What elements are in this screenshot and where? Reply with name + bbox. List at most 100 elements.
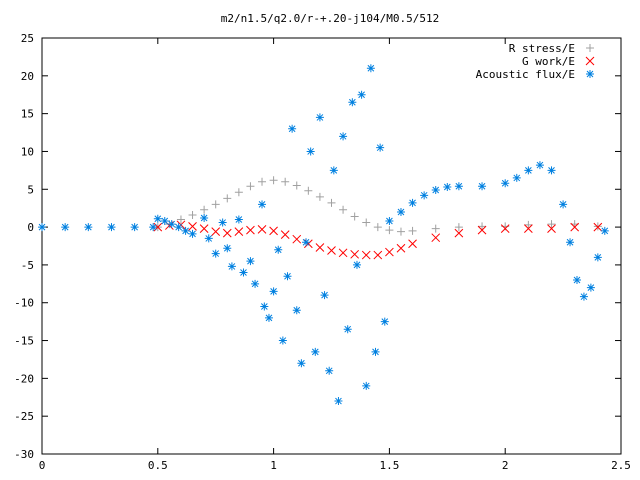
data-point [107, 223, 116, 232]
data-point [292, 234, 302, 244]
legend-marker [585, 56, 595, 66]
data-point [315, 113, 324, 122]
data-point [547, 220, 556, 229]
legend-marker [586, 44, 594, 52]
data-point [160, 217, 169, 226]
data-point [218, 218, 227, 227]
data-point [338, 248, 348, 258]
x-tick-label: 2 [502, 459, 509, 472]
data-point [188, 210, 197, 219]
legend-marker [586, 70, 594, 78]
y-tick-label: 5 [27, 183, 34, 196]
data-point [315, 192, 324, 201]
series-0 [153, 176, 602, 236]
y-tick-label: -30 [14, 448, 34, 461]
data-point [292, 306, 301, 315]
legend-label: Acoustic flux/E [476, 68, 575, 81]
data-point [524, 166, 533, 175]
data-point [246, 182, 255, 191]
data-point [211, 249, 220, 258]
y-tick-label: 10 [21, 145, 34, 158]
data-point [174, 223, 183, 232]
data-point [199, 224, 209, 233]
data-point [234, 188, 243, 197]
data-point [283, 272, 292, 281]
data-point [222, 228, 232, 238]
data-point [302, 238, 311, 247]
data-point [325, 366, 334, 375]
data-point [547, 166, 556, 175]
data-point [38, 223, 46, 232]
data-point [500, 224, 510, 233]
data-marks [38, 64, 609, 406]
data-point [153, 214, 162, 223]
data-point [380, 317, 389, 326]
data-point [200, 214, 209, 223]
data-point [512, 173, 521, 182]
data-point [260, 302, 269, 311]
y-tick-label: -5 [21, 259, 34, 272]
data-point [278, 336, 287, 345]
data-point [572, 276, 581, 285]
data-point [211, 200, 220, 209]
x-tick-label: 0.5 [148, 459, 168, 472]
data-point [211, 227, 221, 236]
data-point [361, 250, 371, 260]
data-point [579, 292, 588, 301]
data-point [408, 198, 417, 207]
data-point [570, 222, 580, 232]
data-point [586, 283, 595, 292]
data-point [339, 132, 348, 141]
data-point [327, 198, 336, 207]
data-point [373, 223, 382, 232]
data-point [264, 313, 273, 322]
x-tick-label: 0 [39, 459, 46, 472]
data-point [478, 182, 487, 191]
plot-area: 0 0.5 1 1.5 2 2.5 25 20 15 10 5 0 -5 -10 -15 -20 -25 -30 [14, 32, 631, 472]
y-tick-label: -20 [14, 372, 34, 385]
data-point [420, 191, 429, 200]
data-point [234, 215, 243, 224]
data-point [297, 359, 306, 368]
data-point [292, 181, 301, 190]
chart-title: m2/n1.5/q2.0/r-+.20-j104/M0.5/512 [221, 12, 440, 25]
data-point [204, 234, 213, 243]
data-point [559, 200, 568, 209]
data-point [454, 182, 463, 191]
data-point [376, 143, 385, 152]
data-point [329, 166, 338, 175]
data-point [239, 268, 248, 277]
data-point [385, 226, 394, 235]
data-point [357, 90, 366, 99]
data-point [167, 220, 176, 229]
data-point [200, 205, 209, 214]
data-point [269, 226, 278, 236]
data-point [362, 218, 371, 227]
data-point [352, 260, 361, 269]
data-point [258, 200, 267, 209]
data-point [304, 186, 313, 195]
data-point [593, 222, 603, 232]
series-2 [38, 64, 609, 406]
data-point [149, 223, 158, 232]
data-point [246, 225, 255, 235]
data-point [223, 194, 232, 203]
data-point [600, 226, 609, 235]
data-point [327, 246, 336, 255]
data-point [478, 222, 487, 231]
data-point [188, 229, 197, 238]
data-point [501, 179, 510, 188]
data-point [366, 64, 375, 73]
data-point [251, 279, 260, 288]
data-point [431, 186, 440, 195]
data-point [524, 224, 533, 233]
x-tick-label: 1.5 [379, 459, 399, 472]
data-point [130, 223, 139, 232]
data-point [339, 205, 348, 214]
data-point [188, 221, 197, 231]
data-point [281, 177, 290, 186]
data-point [274, 245, 283, 254]
y-tick-label: 25 [21, 32, 34, 45]
data-point [477, 225, 487, 235]
